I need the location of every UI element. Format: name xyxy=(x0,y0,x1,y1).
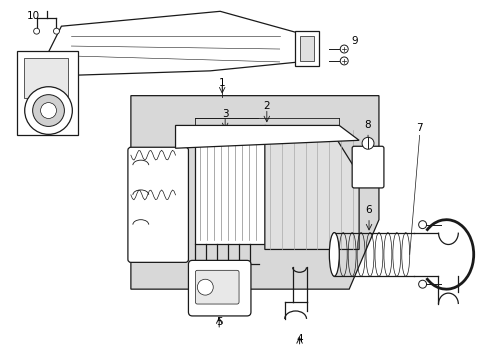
Text: 6: 6 xyxy=(365,205,371,215)
Bar xyxy=(294,31,319,66)
FancyBboxPatch shape xyxy=(195,270,239,304)
Circle shape xyxy=(41,103,56,118)
Circle shape xyxy=(197,279,213,295)
Text: 9: 9 xyxy=(351,36,358,46)
Text: 4: 4 xyxy=(296,334,302,344)
Text: 10: 10 xyxy=(27,11,40,21)
Bar xyxy=(17,51,78,135)
Text: 2: 2 xyxy=(263,100,269,111)
Circle shape xyxy=(418,221,426,229)
Polygon shape xyxy=(131,96,378,289)
Bar xyxy=(24,58,68,98)
Circle shape xyxy=(34,28,40,34)
Polygon shape xyxy=(46,11,309,76)
Circle shape xyxy=(361,137,373,149)
Bar xyxy=(195,130,264,244)
Circle shape xyxy=(53,28,60,34)
FancyBboxPatch shape xyxy=(188,260,250,316)
Bar xyxy=(299,36,314,61)
Text: 1: 1 xyxy=(219,78,225,88)
Ellipse shape xyxy=(328,233,339,276)
Circle shape xyxy=(340,57,347,65)
Circle shape xyxy=(418,280,426,288)
Text: 8: 8 xyxy=(364,121,370,130)
Polygon shape xyxy=(175,125,358,148)
Circle shape xyxy=(340,45,347,53)
FancyBboxPatch shape xyxy=(128,147,188,262)
Text: 3: 3 xyxy=(222,108,228,118)
Polygon shape xyxy=(264,125,358,249)
Text: 5: 5 xyxy=(215,317,222,327)
Text: 7: 7 xyxy=(415,123,422,134)
FancyBboxPatch shape xyxy=(351,146,383,188)
Circle shape xyxy=(25,87,72,134)
Circle shape xyxy=(33,95,64,126)
